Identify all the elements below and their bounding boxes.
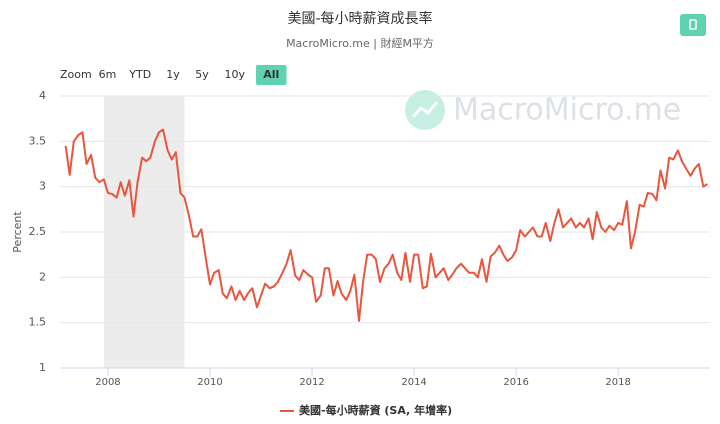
watermark-logo — [405, 90, 445, 130]
range-button[interactable]: All — [263, 68, 279, 81]
y-axis-label: Percent — [11, 211, 24, 253]
menu-icon[interactable] — [689, 19, 697, 30]
y-tick-label: 2 — [39, 270, 46, 283]
y-tick-label: 4 — [39, 89, 46, 102]
watermark-logo-line — [411, 101, 439, 118]
menu-button-bg[interactable] — [680, 14, 706, 36]
x-tick-label: 2010 — [197, 377, 222, 388]
legend-label[interactable]: 美國-每小時薪資 (SA, 年增率) — [299, 403, 452, 417]
range-button[interactable]: YTD — [128, 68, 151, 81]
zoom-label: Zoom — [60, 68, 92, 81]
y-tick-label: 1.5 — [29, 316, 47, 329]
y-tick-label: 3.5 — [29, 134, 47, 147]
x-tick-label: 2012 — [299, 377, 324, 388]
range-button[interactable]: 1y — [166, 68, 180, 81]
range-button-bg[interactable] — [256, 65, 287, 85]
range-button[interactable]: 6m — [99, 68, 117, 81]
y-tick-label: 1 — [39, 361, 46, 374]
x-tick-label: 2008 — [95, 377, 120, 388]
menu-button[interactable] — [680, 14, 706, 36]
watermark-text: MacroMicro.me — [453, 93, 681, 128]
y-tick-label: 2.5 — [29, 225, 47, 238]
y-tick-label: 3 — [39, 180, 46, 193]
range-button[interactable]: 5y — [195, 68, 209, 81]
x-tick-label: 2014 — [401, 377, 426, 388]
chart-title: 美國-每小時薪資成長率 — [287, 10, 432, 27]
x-tick-label: 2016 — [503, 377, 528, 388]
series-line — [64, 128, 709, 322]
chart-subtitle: MacroMicro.me | 財經M平方 — [286, 36, 434, 50]
watermark: MacroMicro.me — [405, 90, 681, 130]
x-tick-label: 2018 — [605, 377, 630, 388]
range-button[interactable]: 10y — [224, 68, 245, 81]
